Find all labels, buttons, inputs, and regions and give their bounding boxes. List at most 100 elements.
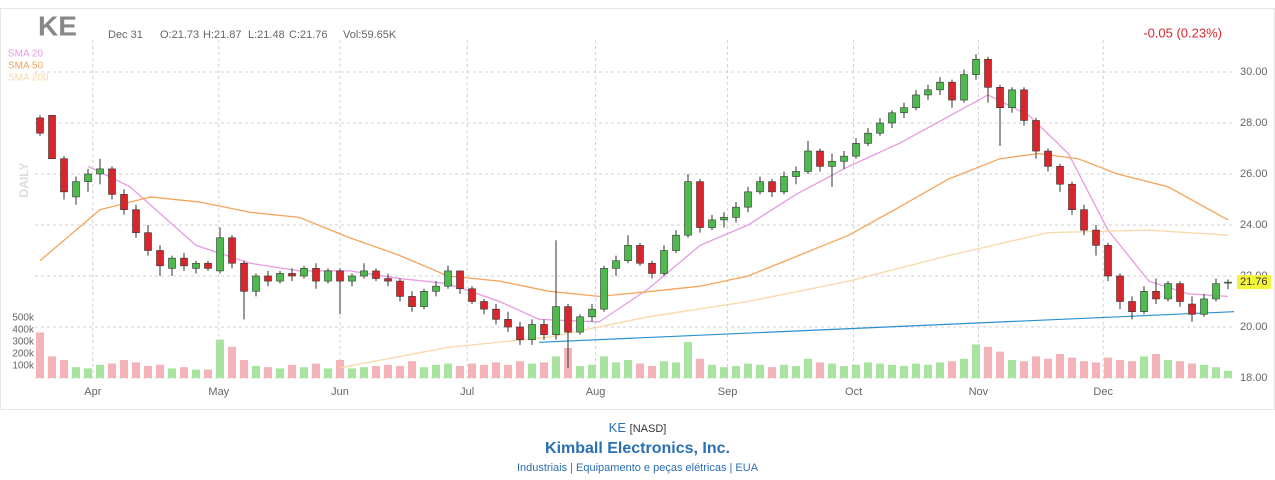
- candle-body: [432, 285, 440, 292]
- volume-bar: [168, 368, 176, 378]
- candle-body: [1188, 303, 1196, 315]
- volume-bar: [216, 339, 224, 378]
- volume-bar: [984, 346, 992, 378]
- candle-body: [1116, 275, 1124, 302]
- candle-body: [192, 262, 200, 269]
- volume-bar: [420, 367, 428, 378]
- candle-body: [972, 58, 980, 75]
- date: Dec 31: [108, 29, 143, 41]
- sector[interactable]: Industriais | Equipamento e peças elétri…: [516, 462, 759, 474]
- candle-body: [528, 324, 536, 341]
- volume-bar: [732, 366, 740, 378]
- volume-bar: [444, 363, 452, 378]
- candle-body: [240, 262, 248, 292]
- candle-body: [1044, 150, 1052, 167]
- chart: KE Dec 31 O:21.73 H:21.87 L:21.48 C:21.7…: [0, 8, 1275, 410]
- high: H:21.87: [203, 29, 242, 41]
- x-tick-label: Aug: [586, 386, 606, 398]
- volume-bar: [1056, 354, 1064, 378]
- candle-body: [960, 74, 968, 101]
- candle-body: [696, 181, 704, 228]
- volume-bar: [492, 362, 500, 378]
- volume-bar: [384, 364, 392, 378]
- volume-tick-label: 100k: [12, 361, 35, 372]
- volume-bar: [1032, 356, 1040, 378]
- candle-body: [924, 89, 932, 96]
- volume-bar: [1116, 360, 1124, 378]
- candle-body: [912, 94, 920, 108]
- candle-body: [372, 270, 380, 279]
- volume-tick-label: 400k: [12, 325, 35, 336]
- legend-entry: SMA 20: [8, 49, 43, 60]
- x-tick-label: Sep: [718, 386, 738, 398]
- candle-body: [228, 237, 236, 264]
- volume-bar: [660, 361, 668, 378]
- candle-body: [468, 288, 476, 302]
- footer-symbol[interactable]: KE: [608, 420, 627, 435]
- volume-bar: [132, 362, 140, 378]
- volume-bar: [708, 364, 716, 378]
- volume-bar: [600, 356, 608, 378]
- volume-bar: [648, 366, 656, 378]
- candle-body: [984, 58, 992, 88]
- volume-bar: [588, 364, 596, 378]
- volume-bar: [864, 362, 872, 378]
- company-name[interactable]: Kimball Electronics, Inc.: [545, 440, 730, 457]
- candle-body: [72, 181, 80, 198]
- volume-bar: [1044, 358, 1052, 378]
- volume-bar: [348, 368, 356, 378]
- volume-bar: [408, 361, 416, 378]
- x-tick-label: Nov: [969, 386, 989, 398]
- candle-body: [36, 117, 44, 134]
- y-tick-label: 24.00: [1240, 219, 1268, 231]
- volume-bar: [72, 367, 80, 378]
- volume-bar: [252, 366, 260, 378]
- candle-body: [900, 107, 908, 114]
- candle-body: [1140, 290, 1148, 312]
- volume-bar: [180, 367, 188, 378]
- volume-bar: [516, 361, 524, 378]
- candle-body: [588, 308, 596, 318]
- volume-bar: [456, 366, 464, 378]
- candle-body: [624, 245, 632, 261]
- candle-body: [540, 324, 548, 335]
- volume-bar: [60, 360, 68, 378]
- volume-bar: [1224, 370, 1232, 378]
- volume-bar: [1080, 361, 1088, 378]
- y-tick-label: 28.00: [1240, 117, 1268, 129]
- candle-body: [492, 308, 500, 320]
- candle-body: [1008, 89, 1016, 108]
- volume-bar: [636, 363, 644, 378]
- volume-bar: [312, 363, 320, 378]
- candle-body: [300, 268, 308, 277]
- candle-body: [1152, 290, 1160, 300]
- candle-body: [780, 176, 788, 193]
- candle-body: [1224, 281, 1232, 284]
- volume-bar: [288, 364, 296, 378]
- period-label: DAILY: [17, 163, 31, 198]
- candle-body: [1068, 183, 1076, 210]
- volume-tick-label: 500k: [12, 313, 35, 324]
- candle-body: [504, 319, 512, 328]
- volume-bar: [120, 360, 128, 378]
- volume-bar: [552, 356, 560, 378]
- volume-bar: [144, 366, 152, 378]
- volume-bar: [996, 351, 1004, 378]
- volume-bar: [768, 367, 776, 378]
- candle-body: [744, 191, 752, 208]
- candle-body: [420, 290, 428, 307]
- volume-bar: [948, 361, 956, 378]
- volume-bar: [1104, 357, 1112, 378]
- volume-bar: [792, 366, 800, 378]
- volume-bar: [804, 358, 812, 378]
- volume-bar: [576, 366, 584, 378]
- candle-body: [840, 155, 848, 162]
- volume-bar: [240, 360, 248, 378]
- candle-body: [816, 150, 824, 167]
- price-tag: [1237, 275, 1271, 290]
- candle-body: [312, 268, 320, 282]
- volume-bar: [1020, 361, 1028, 378]
- volume-bar: [1068, 357, 1076, 378]
- candle-body: [948, 81, 956, 101]
- candle-body: [576, 316, 584, 333]
